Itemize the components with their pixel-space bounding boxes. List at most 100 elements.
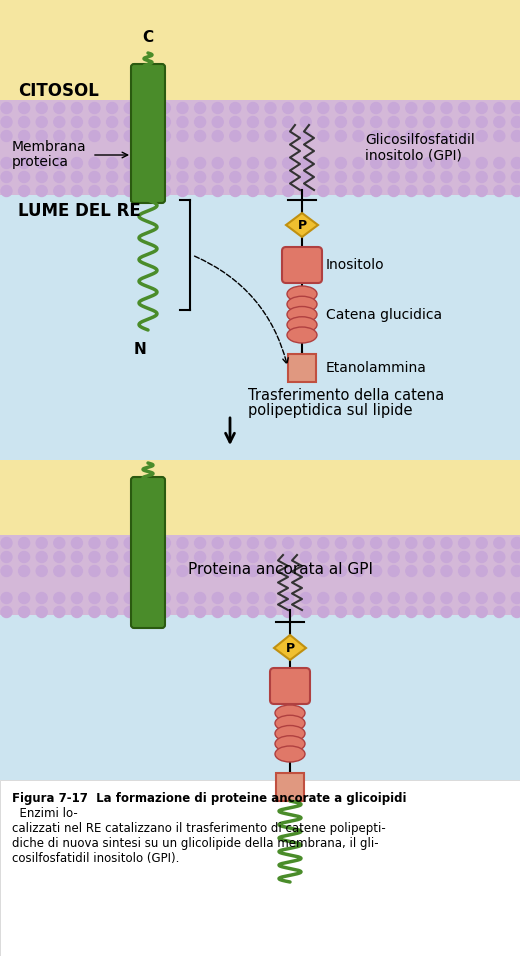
Circle shape xyxy=(441,185,452,197)
Circle shape xyxy=(441,593,452,603)
Circle shape xyxy=(54,537,65,549)
Polygon shape xyxy=(286,213,318,237)
Circle shape xyxy=(230,117,241,127)
Circle shape xyxy=(265,566,276,576)
Circle shape xyxy=(160,131,171,141)
Circle shape xyxy=(19,606,30,618)
Circle shape xyxy=(194,537,205,549)
Circle shape xyxy=(124,117,135,127)
Circle shape xyxy=(371,566,382,576)
Circle shape xyxy=(194,593,205,603)
Circle shape xyxy=(476,185,487,197)
Circle shape xyxy=(36,158,47,168)
Circle shape xyxy=(19,566,30,576)
Circle shape xyxy=(265,552,276,562)
Circle shape xyxy=(388,593,399,603)
Circle shape xyxy=(177,593,188,603)
Circle shape xyxy=(107,102,118,114)
Circle shape xyxy=(476,566,487,576)
Circle shape xyxy=(107,606,118,618)
Circle shape xyxy=(371,131,382,141)
Circle shape xyxy=(335,185,346,197)
Circle shape xyxy=(282,171,294,183)
Polygon shape xyxy=(274,635,306,660)
Text: CITOSOL: CITOSOL xyxy=(18,82,99,100)
Circle shape xyxy=(388,537,399,549)
Circle shape xyxy=(212,593,223,603)
Circle shape xyxy=(54,552,65,562)
Circle shape xyxy=(230,593,241,603)
Circle shape xyxy=(459,117,470,127)
Bar xyxy=(0,0,520,475)
Circle shape xyxy=(282,593,294,603)
Circle shape xyxy=(194,552,205,562)
Ellipse shape xyxy=(275,726,305,742)
Circle shape xyxy=(318,158,329,168)
Ellipse shape xyxy=(287,296,317,313)
Ellipse shape xyxy=(275,736,305,751)
Circle shape xyxy=(54,158,65,168)
Circle shape xyxy=(371,185,382,197)
Circle shape xyxy=(388,171,399,183)
Circle shape xyxy=(71,566,82,576)
Circle shape xyxy=(194,185,205,197)
Circle shape xyxy=(142,185,153,197)
Circle shape xyxy=(459,606,470,618)
Circle shape xyxy=(230,552,241,562)
Circle shape xyxy=(1,102,12,114)
Circle shape xyxy=(459,593,470,603)
Text: C: C xyxy=(142,30,153,45)
Circle shape xyxy=(265,537,276,549)
Circle shape xyxy=(19,131,30,141)
Circle shape xyxy=(177,102,188,114)
Circle shape xyxy=(335,606,346,618)
Circle shape xyxy=(107,185,118,197)
Circle shape xyxy=(160,537,171,549)
Circle shape xyxy=(282,158,294,168)
Circle shape xyxy=(494,158,505,168)
Circle shape xyxy=(160,593,171,603)
Circle shape xyxy=(318,185,329,197)
Circle shape xyxy=(388,566,399,576)
Circle shape xyxy=(459,131,470,141)
Circle shape xyxy=(212,606,223,618)
Circle shape xyxy=(459,552,470,562)
Circle shape xyxy=(194,158,205,168)
Circle shape xyxy=(371,158,382,168)
Text: P: P xyxy=(285,641,294,655)
Circle shape xyxy=(423,171,434,183)
Circle shape xyxy=(476,537,487,549)
Circle shape xyxy=(511,158,520,168)
Circle shape xyxy=(476,552,487,562)
Circle shape xyxy=(511,606,520,618)
Circle shape xyxy=(1,552,12,562)
Circle shape xyxy=(494,593,505,603)
Circle shape xyxy=(19,552,30,562)
Circle shape xyxy=(353,185,364,197)
Circle shape xyxy=(265,171,276,183)
Circle shape xyxy=(459,171,470,183)
Text: LUME DEL RE: LUME DEL RE xyxy=(18,202,141,220)
Circle shape xyxy=(406,606,417,618)
Circle shape xyxy=(318,537,329,549)
Circle shape xyxy=(194,117,205,127)
Circle shape xyxy=(423,593,434,603)
Circle shape xyxy=(89,552,100,562)
Circle shape xyxy=(423,158,434,168)
Circle shape xyxy=(177,566,188,576)
Circle shape xyxy=(511,131,520,141)
Circle shape xyxy=(511,552,520,562)
Circle shape xyxy=(71,102,82,114)
Circle shape xyxy=(19,593,30,603)
Circle shape xyxy=(335,117,346,127)
Circle shape xyxy=(248,593,258,603)
Circle shape xyxy=(300,117,311,127)
Circle shape xyxy=(54,593,65,603)
Circle shape xyxy=(265,606,276,618)
Circle shape xyxy=(459,102,470,114)
Circle shape xyxy=(177,185,188,197)
Circle shape xyxy=(265,158,276,168)
Circle shape xyxy=(353,131,364,141)
Circle shape xyxy=(124,185,135,197)
Circle shape xyxy=(71,185,82,197)
